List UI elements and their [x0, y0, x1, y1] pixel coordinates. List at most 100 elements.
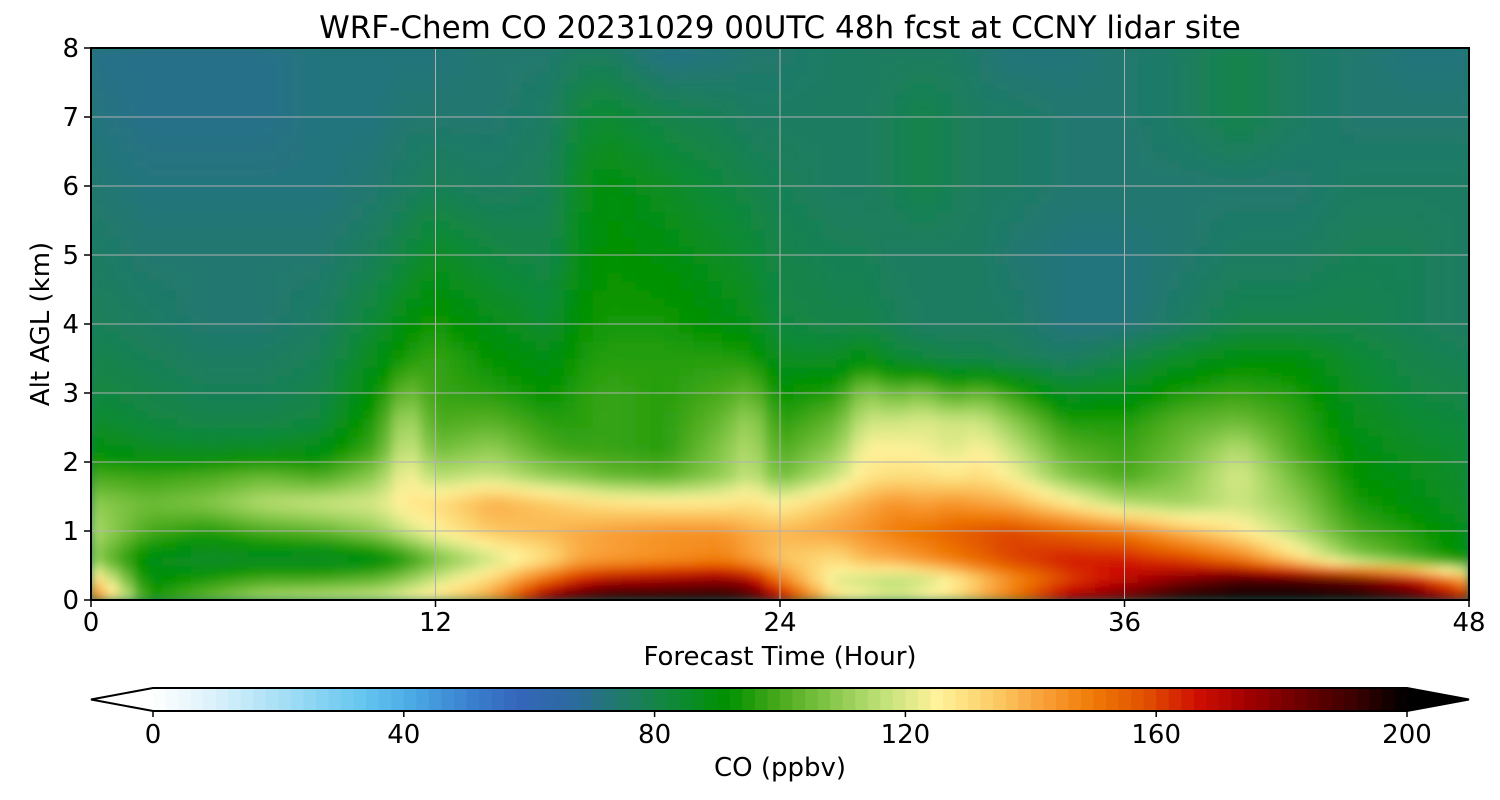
heatmap-cell	[1152, 340, 1169, 351]
heatmap-cell	[391, 452, 408, 463]
heatmap-cell	[190, 349, 207, 360]
heatmap-cell	[765, 263, 781, 273]
heatmap-cell	[822, 435, 839, 446]
heatmap-cell	[721, 504, 738, 515]
heatmap-cell	[1009, 323, 1025, 334]
heatmap-cell	[535, 194, 551, 204]
heatmap-cell	[320, 168, 336, 178]
heatmap-cell	[1037, 452, 1054, 463]
heatmap-cell	[951, 306, 968, 316]
heatmap-cell	[1195, 280, 1212, 291]
heatmap-cell	[1195, 556, 1212, 567]
heatmap-cell	[91, 254, 106, 265]
heatmap-cell	[334, 357, 350, 368]
heatmap-cell	[162, 401, 178, 411]
heatmap-cell	[1267, 383, 1283, 394]
heatmap-cell	[1195, 237, 1212, 247]
heatmap-cell	[865, 452, 882, 463]
heatmap-cell	[922, 349, 939, 360]
heatmap-cell	[894, 383, 910, 394]
heatmap-cell	[291, 547, 307, 558]
heatmap-cell	[664, 263, 681, 273]
heatmap-cell	[1281, 176, 1298, 187]
heatmap-cell	[1052, 418, 1068, 429]
heatmap-cell	[147, 409, 164, 420]
heatmap-cell	[865, 409, 882, 420]
heatmap-cell	[334, 349, 350, 360]
heatmap-cell	[1052, 582, 1068, 592]
heatmap-cell	[104, 590, 121, 600]
heatmap-cell	[1080, 487, 1097, 498]
heatmap-cell	[607, 582, 623, 592]
heatmap-cell	[966, 194, 982, 204]
heatmap-cell	[1109, 573, 1126, 584]
heatmap-cell	[1166, 211, 1183, 222]
heatmap-cell	[736, 357, 752, 368]
heatmap-cell	[348, 271, 365, 282]
heatmap-cell	[277, 530, 293, 541]
heatmap-cell	[1382, 263, 1398, 273]
heatmap-cell	[449, 521, 465, 532]
heatmap-cell	[334, 202, 350, 213]
heatmap-cell	[1152, 194, 1169, 204]
heatmap-cell	[994, 504, 1011, 515]
heatmap-cell	[334, 573, 350, 584]
heatmap-cell	[1009, 150, 1025, 161]
heatmap-cell	[779, 323, 795, 334]
heatmap-cell	[578, 418, 594, 429]
heatmap-cell	[363, 375, 379, 385]
heatmap-cell	[664, 254, 681, 265]
heatmap-cell	[104, 426, 121, 437]
heatmap-cell	[1382, 202, 1398, 213]
heatmap-cell	[1454, 573, 1469, 584]
heatmap-cell	[765, 150, 781, 161]
heatmap-cell	[176, 176, 193, 187]
heatmap-cell	[1095, 194, 1111, 204]
heatmap-cell	[262, 487, 279, 498]
heatmap-cell	[535, 176, 551, 187]
heatmap-cell	[994, 263, 1011, 273]
heatmap-cell	[765, 185, 781, 196]
heatmap-cell	[1324, 245, 1341, 256]
heatmap-cell	[119, 452, 135, 463]
heatmap-cell	[205, 288, 221, 299]
heatmap-cell	[1095, 332, 1111, 342]
heatmap-cell	[1023, 521, 1039, 532]
heatmap-cell	[521, 392, 537, 403]
heatmap-cell	[922, 202, 939, 213]
heatmap-cell	[894, 150, 910, 161]
heatmap-cell	[1410, 444, 1427, 454]
heatmap-cell	[578, 444, 594, 454]
heatmap-cell	[994, 211, 1011, 222]
heatmap-cell	[248, 383, 264, 394]
heatmap-cell	[205, 547, 221, 558]
heatmap-cell	[808, 168, 824, 178]
heatmap-cell	[1425, 470, 1441, 480]
heatmap-cell	[1281, 340, 1298, 351]
heatmap-cell	[1410, 211, 1427, 222]
heatmap-cell	[133, 150, 150, 161]
heatmap-cell	[449, 582, 465, 592]
heatmap-cell	[1382, 556, 1398, 567]
heatmap-cell	[564, 323, 580, 334]
heatmap-cell	[678, 375, 695, 385]
heatmap-cell	[1296, 176, 1312, 187]
heatmap-cell	[635, 478, 652, 489]
heatmap-cell	[1238, 461, 1255, 472]
heatmap-cell	[1152, 263, 1169, 273]
heatmap-cell	[1037, 219, 1054, 230]
heatmap-cell	[1023, 271, 1039, 282]
heatmap-cell	[592, 168, 609, 178]
heatmap-cell	[377, 332, 394, 342]
heatmap-cell	[1238, 194, 1255, 204]
heatmap-cell	[635, 452, 652, 463]
heatmap-cell	[233, 237, 250, 247]
heatmap-cell	[650, 392, 666, 403]
heatmap-cell	[1052, 159, 1068, 170]
heatmap-cell	[894, 254, 910, 265]
heatmap-cell	[578, 392, 594, 403]
heatmap-cell	[693, 202, 709, 213]
heatmap-cell	[980, 418, 996, 429]
heatmap-cell	[721, 306, 738, 316]
heatmap-cell	[793, 254, 810, 265]
